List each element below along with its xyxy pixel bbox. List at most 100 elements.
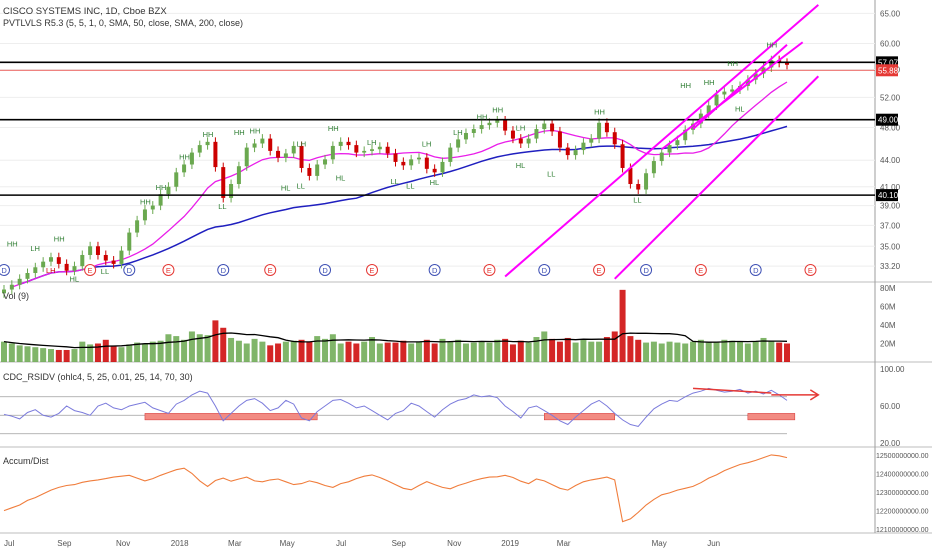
event-marker: D — [643, 266, 649, 275]
time-axis[interactable]: Jul Sep Nov 2018 Mar May Jul Sep Nov 2019 Mar May Ju… — [4, 539, 720, 548]
candle-body — [534, 129, 539, 139]
volume-bar — [455, 339, 462, 362]
volume-bar — [549, 338, 556, 362]
time-tick-label: Jul — [336, 539, 346, 548]
candle-body — [644, 173, 649, 190]
candle-body — [236, 166, 241, 185]
last-price-bg — [876, 64, 898, 77]
volume-bar — [705, 342, 712, 362]
volume-bar — [408, 343, 415, 362]
rsi-arrow-head — [809, 389, 820, 401]
volume-bar — [47, 349, 54, 362]
volume-bar — [658, 343, 665, 362]
price-tick-label: 37.00 — [880, 221, 901, 230]
pivot-marker: HH — [477, 112, 488, 121]
rsi-tick-label: 20.00 — [880, 439, 901, 448]
volume-bar — [337, 343, 344, 362]
candle-body — [659, 152, 664, 162]
candle-body — [323, 159, 328, 165]
sma200-line — [19, 125, 788, 286]
candle-body — [80, 254, 85, 267]
volume-bar — [275, 343, 282, 362]
volume-bar — [329, 334, 336, 362]
candle-body — [479, 125, 484, 130]
rsi-legend[interactable]: CDC_RSIDV (ohlc4, 5, 25, 0.01, 25, 14, 7… — [3, 372, 193, 382]
volume-bar — [784, 343, 790, 362]
time-tick-label: Mar — [557, 539, 571, 548]
candle-body — [72, 266, 77, 271]
volume-bar — [1, 341, 7, 362]
volume-bar — [682, 343, 689, 362]
price-axis[interactable]: 65.0060.0056.0052.0048.0044.0041.0039.00… — [876, 9, 929, 534]
event-circle — [319, 264, 332, 276]
volume-tick-label: 40M — [880, 321, 896, 330]
candle-body — [393, 153, 398, 162]
candle-body — [166, 186, 171, 195]
volume-bar — [353, 343, 360, 362]
event-marker: E — [369, 266, 374, 275]
volume-bar — [431, 343, 438, 362]
trendline — [692, 44, 788, 130]
candle-body — [158, 194, 163, 206]
candle-body — [111, 260, 116, 264]
chart-title[interactable]: CISCO SYSTEMS INC, 1D, Cboe BZX — [3, 6, 167, 17]
volume-bar — [181, 339, 188, 362]
candle-body — [17, 278, 22, 285]
volume-bar — [556, 341, 563, 362]
time-tick-label: 2019 — [501, 539, 519, 548]
accumulation-distribution-panel[interactable] — [3, 454, 788, 523]
candle-body — [714, 94, 719, 106]
candle-body — [675, 140, 680, 146]
candle-body — [221, 167, 226, 198]
volume-bar — [196, 334, 203, 362]
pivot-marker: HH — [492, 105, 503, 114]
volume-bar — [760, 337, 767, 362]
candle-body — [597, 122, 602, 139]
pivot-marker: LL — [391, 177, 399, 186]
candle-body — [581, 142, 586, 151]
candle-body — [174, 172, 179, 187]
trendline — [504, 4, 819, 278]
event-marker: E — [487, 266, 492, 275]
level-label: 57.07 — [878, 58, 899, 67]
volume-bar — [525, 342, 532, 362]
volume-bar — [322, 338, 329, 362]
volume-bar — [118, 347, 125, 362]
volume-bar — [298, 339, 305, 362]
candle-body — [362, 150, 367, 153]
time-tick-label: Jul — [4, 539, 14, 548]
pivot-marker: LH — [297, 140, 307, 149]
volume-bar — [588, 341, 595, 362]
volume-legend[interactable]: Vol (9) — [3, 291, 30, 301]
candle-body — [526, 138, 531, 144]
candle-body — [550, 123, 555, 132]
candle-body — [487, 122, 492, 126]
volume-bar — [737, 341, 744, 362]
candle-body — [56, 257, 61, 264]
time-tick-label: Sep — [392, 539, 407, 548]
volume-bar — [63, 349, 70, 362]
price-tick-label: 52.00 — [880, 93, 901, 102]
time-tick-label: May — [280, 539, 295, 548]
event-circle — [162, 264, 175, 276]
accdist-legend[interactable]: Accum/Dist — [3, 456, 49, 466]
volume-bar — [314, 336, 321, 362]
candle-body — [628, 167, 633, 185]
price-tick-label: 41.00 — [880, 183, 901, 192]
price-tick-label: 39.00 — [880, 202, 901, 211]
candle-body — [471, 129, 476, 133]
candle-body — [401, 161, 406, 166]
pivot-marker: HH — [140, 197, 151, 206]
rsi-panel[interactable] — [0, 387, 820, 435]
pivot-marker: HL — [336, 174, 346, 183]
pivot-marker: LL — [547, 169, 555, 178]
indicator-legend[interactable]: PVTLVLS R5.3 (5, 5, 1, 0, SMA, 50, close… — [3, 18, 243, 28]
volume-bar — [71, 349, 78, 362]
pivot-marker: LH — [30, 244, 40, 253]
pivot-marker: HH — [680, 81, 691, 90]
volume-panel[interactable] — [1, 289, 790, 362]
price-panel[interactable]: HH LH HH HL LL HH HH HH HH LL HH HH HL LH LL HH HL LH LL LL… — [0, 4, 875, 298]
event-marker: E — [268, 266, 273, 275]
price-tick-label: 60.00 — [880, 40, 901, 49]
